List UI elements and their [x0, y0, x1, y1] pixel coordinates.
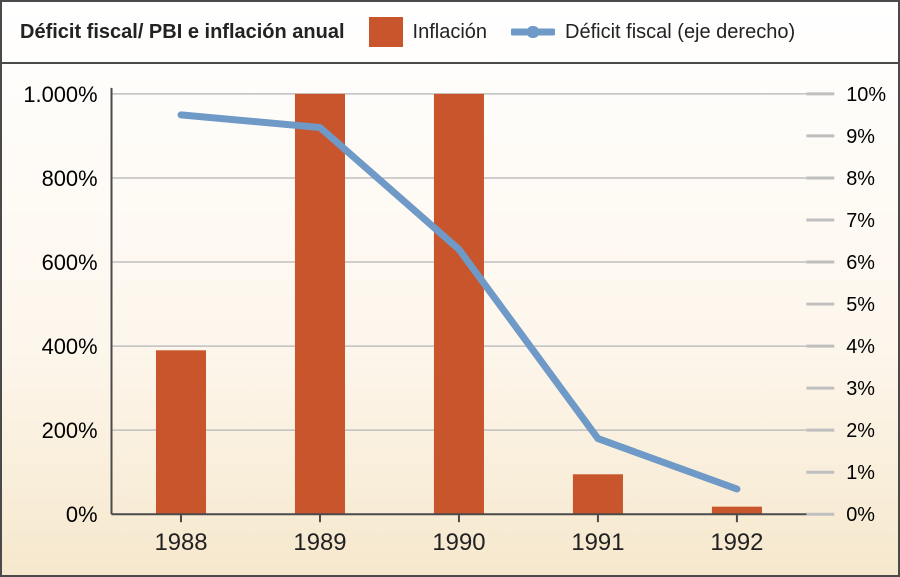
x-tick-label: 1991: [571, 529, 624, 556]
legend-bars: Inflación: [369, 17, 488, 47]
svg-text:6%: 6%: [846, 252, 875, 274]
svg-text:1%: 1%: [846, 462, 875, 484]
svg-text:600%: 600%: [42, 250, 98, 275]
svg-text:5%: 5%: [846, 294, 875, 316]
svg-text:0%: 0%: [66, 502, 98, 527]
svg-text:3%: 3%: [846, 378, 875, 400]
x-tick-label: 1992: [710, 529, 763, 556]
chart-title: Déficit fiscal/ PBI e inflación anual: [20, 21, 345, 44]
legend-line-label: Déficit fiscal (eje derecho): [565, 21, 795, 44]
svg-text:1.000%: 1.000%: [23, 82, 97, 107]
bar: [156, 350, 206, 514]
svg-text:4%: 4%: [846, 336, 875, 358]
chart-plot: 0% 200% 400% 600% 800% 1.000% 0% 1% 2% 3% 4% 5% 6% 7%…: [2, 64, 898, 575]
bar-swatch-icon: [369, 17, 403, 47]
svg-text:8%: 8%: [846, 168, 875, 190]
svg-text:2%: 2%: [846, 420, 875, 442]
chart-header: Déficit fiscal/ PBI e inflación anual In…: [2, 2, 898, 64]
bar: [434, 94, 484, 514]
x-tick-label: 1989: [293, 529, 346, 556]
svg-text:10%: 10%: [846, 84, 886, 106]
x-tick-label: 1990: [432, 529, 485, 556]
legend-line: Déficit fiscal (eje derecho): [511, 21, 795, 44]
svg-text:400%: 400%: [42, 334, 98, 359]
svg-text:200%: 200%: [42, 418, 98, 443]
svg-text:9%: 9%: [846, 126, 875, 148]
bar: [295, 94, 345, 514]
svg-text:800%: 800%: [42, 166, 98, 191]
svg-text:7%: 7%: [846, 210, 875, 232]
bar: [712, 507, 762, 515]
x-tick-label: 1988: [154, 529, 207, 556]
legend-bars-label: Inflación: [413, 21, 488, 44]
line-swatch-icon: [511, 22, 555, 42]
chart-card: Déficit fiscal/ PBI e inflación anual In…: [0, 0, 900, 577]
svg-text:0%: 0%: [846, 504, 875, 526]
bar: [573, 474, 623, 514]
